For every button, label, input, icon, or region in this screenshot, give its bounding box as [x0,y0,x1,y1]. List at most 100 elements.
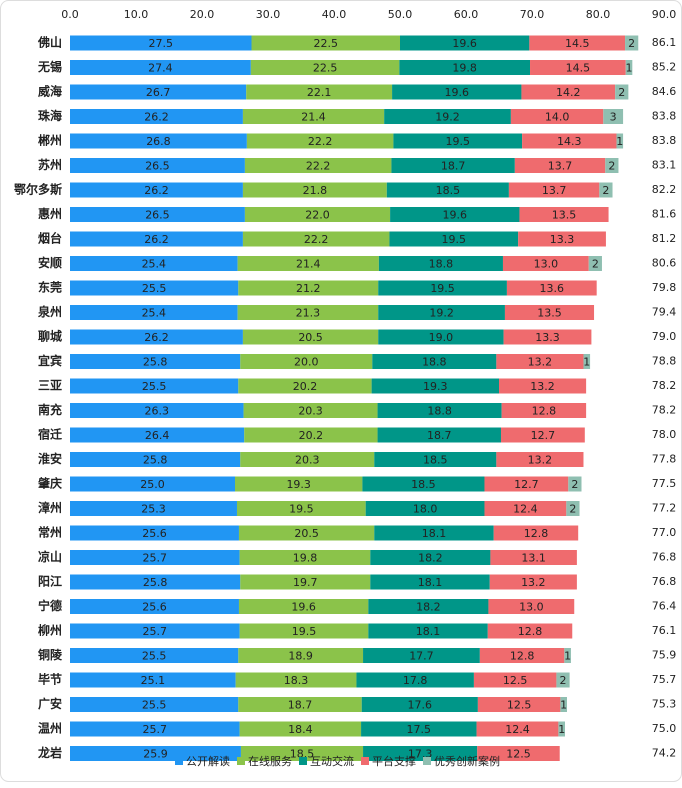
bar-segment [625,35,639,51]
total-label: 79.4 [652,306,677,319]
x-tick-label: 50.0 [388,8,413,21]
total-label: 81.6 [652,208,677,221]
value-label: 18.0 [413,503,438,516]
category-label: 惠州 [38,206,62,221]
value-label: 21.8 [303,184,328,197]
value-label: 14.5 [565,37,590,50]
bar-segment [70,280,239,296]
bar-segment [70,35,252,51]
value-label: 2 [618,86,625,99]
bar-segment [490,550,577,565]
value-label: 14.5 [566,62,591,75]
bar-segment [236,501,366,516]
bar-segment [389,231,519,247]
value-label: 13.5 [552,209,577,222]
value-label: 25.5 [142,650,167,663]
bar-segment [246,133,394,149]
value-label: 25.5 [142,699,167,712]
bar-segment [473,672,557,688]
bar-segment [70,672,236,688]
bar-segment [237,305,379,320]
bar-segment [240,574,371,590]
bar-segment [374,452,497,467]
value-label: 17.8 [403,674,428,687]
value-label: 12.8 [518,625,543,638]
bar-segment [365,501,485,516]
total-label: 75.9 [652,649,677,662]
legend-swatch [237,757,245,765]
value-label: 25.4 [142,258,167,271]
value-label: 22.2 [306,160,331,173]
value-label: 22.5 [313,62,338,75]
category-label: 毕节 [38,672,62,687]
category-label: 珠海 [38,108,62,123]
bar-segment [70,207,245,222]
value-label: 12.7 [531,429,556,442]
bar-segment [477,697,561,712]
value-label: 25.5 [142,282,167,295]
bar-segment [370,550,491,565]
value-label: 19.2 [429,307,454,320]
bar-segment [242,329,379,345]
value-label: 20.3 [298,405,323,418]
total-label: 76.8 [652,575,677,588]
value-label: 2 [602,184,609,197]
bar-segment [499,378,587,394]
value-label: 18.8 [422,356,447,369]
legend-swatch [423,757,431,765]
bar-segment [514,158,606,173]
value-label: 25.6 [142,527,167,540]
value-label: 13.5 [537,307,562,320]
bar-segment [503,329,592,345]
bar-segment [564,648,571,663]
bar-segment [488,599,575,614]
bar-segment [390,207,520,222]
bar-segment [70,501,237,516]
x-tick-label: 30.0 [256,8,281,21]
total-label: 82.2 [652,183,677,196]
bar-segment [615,84,629,100]
total-label: 79.8 [652,281,677,294]
value-label: 19.8 [452,62,477,75]
bar-segment [378,256,503,271]
bar-segment [496,354,584,369]
total-label: 83.1 [652,159,677,172]
value-label: 19.6 [452,37,477,50]
total-label: 78.2 [652,379,677,392]
bar-segment [70,525,239,541]
value-label: 13.2 [530,380,555,393]
value-label: 18.8 [429,258,454,271]
value-label: 20.5 [294,527,319,540]
bar-segment [393,133,523,149]
value-label: 26.8 [146,135,171,148]
bar-segment [361,721,477,737]
category-label: 温州 [38,722,62,736]
bar-segment [70,109,243,124]
bar-segment [378,280,507,296]
total-label: 75.3 [652,698,677,711]
bar-segment [246,84,393,100]
bar-segment [484,476,569,492]
value-label: 26.5 [145,209,170,222]
value-label: 13.2 [528,454,553,467]
value-label: 21.4 [301,111,326,124]
value-label: 12.5 [503,674,528,687]
x-tick-label: 0.0 [61,8,79,21]
value-label: 19.3 [286,478,311,491]
bar-segment [70,697,239,712]
value-label: 18.4 [288,723,313,736]
bar-segment [625,60,633,75]
bar-segment [70,550,240,565]
value-label: 18.1 [418,576,443,589]
total-label: 76.8 [652,551,677,564]
value-label: 26.2 [144,331,169,344]
bar-segment [70,746,241,761]
value-label: 22.5 [314,37,339,50]
bar-segment [502,256,589,271]
bar-segment [70,403,244,418]
legend-swatch [361,757,369,765]
bar-segment [530,60,626,75]
total-label: 77.8 [652,453,677,466]
bar-segment [70,329,243,345]
bar-segment [377,427,501,443]
